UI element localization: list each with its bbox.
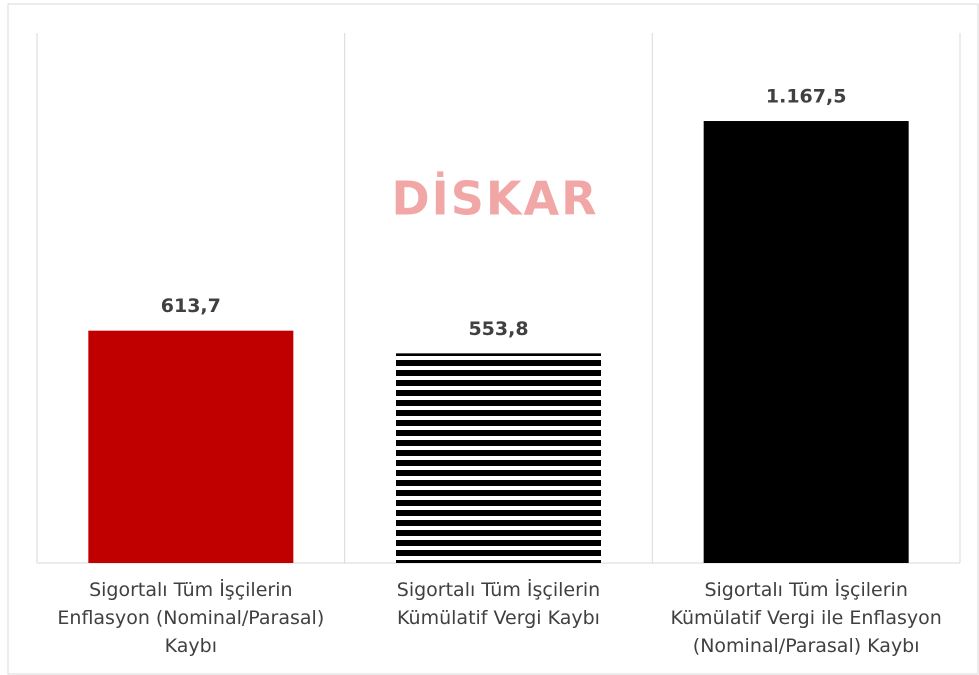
watermark: DİSKAR (391, 172, 598, 226)
x-tick-line: Kaybı (165, 635, 217, 657)
x-tick-line: Enflasyon (Nominal/Parasal) (57, 607, 324, 629)
x-tick-line: Kümülatif Vergi ile Enflasyon (671, 607, 942, 629)
x-tick-label: Sigortalı Tüm İşçilerin Kümülatif Vergi i… (671, 578, 942, 657)
x-tick-line: Sigortalı Tüm İşçilerin (89, 578, 292, 601)
x-tick-line: Sigortalı Tüm İşçilerin (397, 578, 600, 601)
x-tick-line: (Nominal/Parasal) Kaybı (693, 635, 920, 657)
value-label: 553,8 (468, 318, 528, 340)
x-tick-label: Sigortalı Tüm İşçilerin Kümülatif Vergi K… (397, 578, 600, 629)
bar (396, 353, 601, 563)
x-tick-label: Sigortalı Tüm İşçilerin Enflasyon (Nomina… (57, 578, 324, 657)
x-tick-line: Sigortalı Tüm İşçilerin (704, 578, 907, 601)
x-tick-line: Kümülatif Vergi Kaybı (397, 607, 600, 629)
value-label: 1.167,5 (766, 86, 847, 108)
bar (88, 330, 294, 563)
value-label: 613,7 (161, 295, 221, 317)
bar (703, 121, 909, 564)
